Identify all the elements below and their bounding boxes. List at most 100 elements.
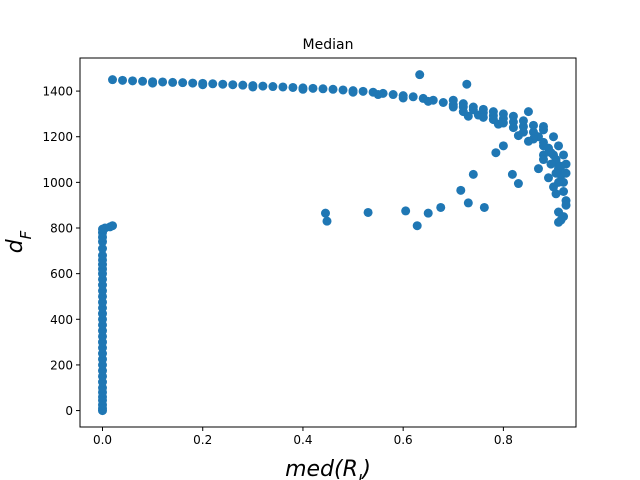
data-point xyxy=(415,70,425,80)
data-point xyxy=(513,131,523,141)
data-point xyxy=(412,221,422,231)
data-point xyxy=(561,168,571,178)
data-point xyxy=(298,84,308,94)
x-tick-label: 0.6 xyxy=(394,433,413,447)
data-point xyxy=(528,120,538,130)
data-point xyxy=(488,107,498,117)
data-point xyxy=(478,104,488,114)
data-point xyxy=(268,82,278,92)
data-point xyxy=(438,98,448,107)
data-point xyxy=(318,84,328,94)
data-point xyxy=(128,76,138,86)
x-axis-label: med(RI) xyxy=(285,457,371,480)
data-point xyxy=(108,221,118,231)
data-point xyxy=(458,99,468,109)
data-point xyxy=(549,132,558,142)
data-point xyxy=(448,102,458,112)
data-points xyxy=(98,70,571,416)
data-point xyxy=(533,164,543,174)
data-point xyxy=(479,202,489,212)
data-point xyxy=(188,78,198,88)
y-tick-label: 0 xyxy=(65,404,73,418)
data-point xyxy=(498,141,508,151)
data-point xyxy=(288,82,298,92)
data-point xyxy=(436,202,446,212)
data-point xyxy=(248,82,258,92)
data-point xyxy=(549,182,558,192)
data-point xyxy=(518,116,528,126)
y-tick-label: 400 xyxy=(50,313,73,327)
data-point xyxy=(168,77,178,87)
data-point xyxy=(348,87,358,97)
data-point xyxy=(543,173,553,183)
data-point xyxy=(238,80,248,90)
data-point xyxy=(463,111,473,121)
data-point xyxy=(138,76,148,86)
data-point xyxy=(559,150,569,160)
data-point xyxy=(320,208,330,218)
plot-frame xyxy=(79,57,577,428)
y-axis-label: dF xyxy=(3,230,35,253)
data-point xyxy=(98,244,107,254)
data-point xyxy=(322,216,332,226)
data-point xyxy=(423,96,433,106)
y-tick-label: 1000 xyxy=(42,176,73,190)
data-point xyxy=(508,111,518,121)
data-point xyxy=(363,207,373,217)
data-point xyxy=(508,123,518,133)
data-point xyxy=(158,77,168,87)
data-point xyxy=(468,169,478,179)
y-tick-label: 1400 xyxy=(42,85,73,99)
data-point xyxy=(523,107,533,117)
data-point xyxy=(208,79,218,89)
data-point xyxy=(491,148,501,158)
data-point xyxy=(462,79,472,89)
data-point xyxy=(178,78,188,88)
data-point xyxy=(538,121,548,131)
data-point xyxy=(308,83,318,93)
data-point xyxy=(328,84,338,94)
data-point xyxy=(278,82,288,92)
x-tick-label: 0.0 xyxy=(93,433,112,447)
data-point xyxy=(561,200,571,210)
data-point xyxy=(523,136,533,146)
data-point xyxy=(108,75,118,85)
data-point xyxy=(478,112,488,122)
data-point xyxy=(556,215,566,225)
y-axis-ticks: 0 200 400 600 800 1000 1200 1400 xyxy=(42,85,80,418)
data-point xyxy=(498,109,508,119)
data-point xyxy=(401,206,411,216)
y-tick-label: 800 xyxy=(50,222,73,236)
data-point xyxy=(218,79,228,89)
data-point xyxy=(561,159,571,169)
data-point xyxy=(463,198,473,208)
y-tick-label: 600 xyxy=(50,267,73,281)
data-point xyxy=(513,179,523,189)
chart-title: Median xyxy=(303,37,354,53)
data-point xyxy=(118,75,128,85)
data-point xyxy=(198,80,208,90)
data-point xyxy=(493,119,503,129)
data-point xyxy=(546,159,556,169)
data-point xyxy=(538,155,548,165)
data-point xyxy=(228,80,238,90)
data-point xyxy=(423,208,433,218)
data-point xyxy=(398,93,408,103)
y-tick-label: 1200 xyxy=(42,130,73,144)
data-point xyxy=(551,189,561,199)
data-point xyxy=(538,141,548,151)
x-tick-label: 0.2 xyxy=(193,433,212,447)
data-point xyxy=(98,250,107,260)
data-point xyxy=(551,168,561,178)
data-point xyxy=(388,90,398,100)
data-point xyxy=(448,95,458,105)
data-point xyxy=(554,141,564,151)
data-point xyxy=(468,102,478,112)
data-point xyxy=(507,169,517,179)
data-point xyxy=(408,92,418,102)
x-tick-label: 0.8 xyxy=(494,433,513,447)
data-point xyxy=(373,90,383,100)
data-point xyxy=(559,187,569,196)
data-point xyxy=(148,78,158,88)
